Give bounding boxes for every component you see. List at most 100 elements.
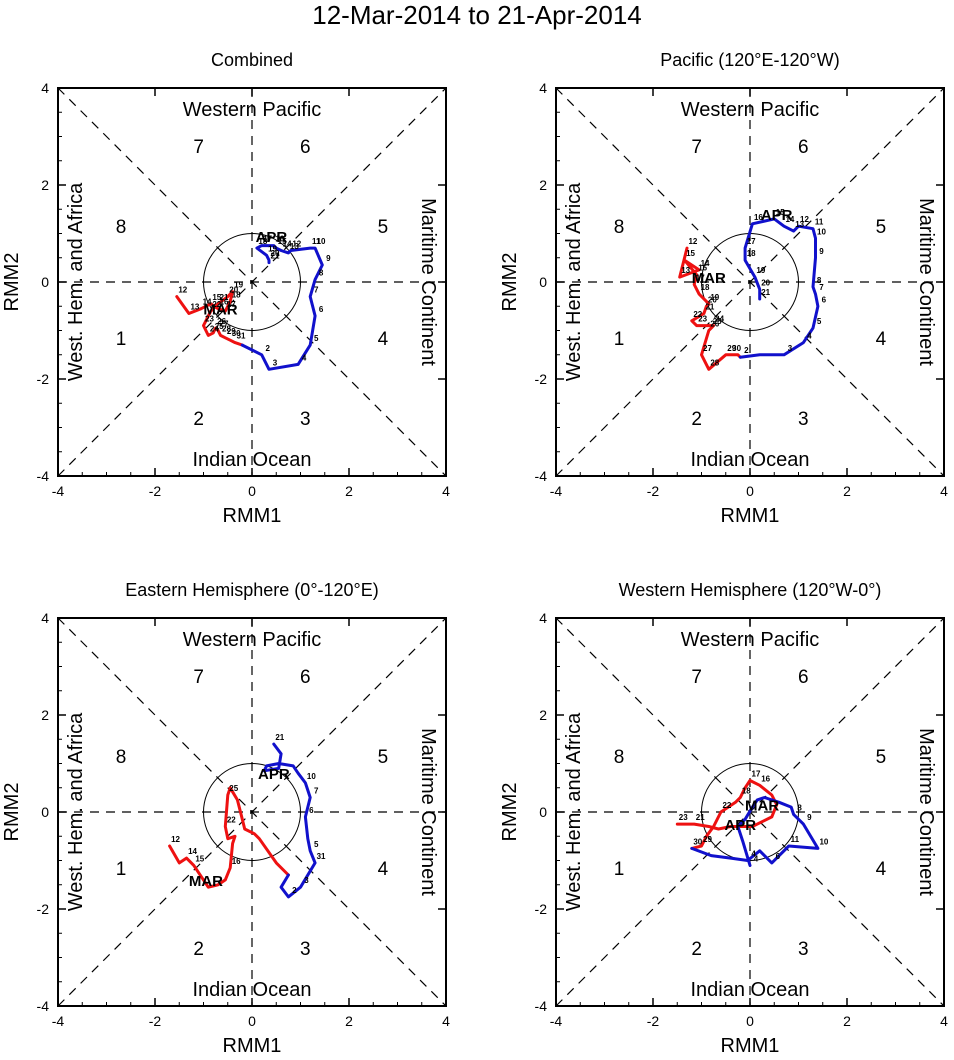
y-tick-label: -2 xyxy=(535,371,548,387)
day-label: 28 xyxy=(222,324,231,333)
y-tick-label: 4 xyxy=(41,80,49,96)
y-tick-label: 2 xyxy=(41,177,49,193)
phase-label-3: 3 xyxy=(798,939,809,960)
day-label: 15 xyxy=(686,249,695,258)
phase-label-4: 4 xyxy=(876,859,887,880)
x-tick-label: 0 xyxy=(248,483,256,499)
day-label: 16 xyxy=(754,213,763,222)
y-tick-label: 2 xyxy=(41,707,49,723)
month-label-march: MAR xyxy=(745,798,779,815)
day-label: 14 xyxy=(203,298,212,307)
day-label: 19 xyxy=(756,266,765,275)
day-label: 7 xyxy=(314,786,319,795)
day-label: 29 xyxy=(227,327,236,336)
day-label: 27 xyxy=(220,320,229,329)
phase-label-4: 4 xyxy=(378,859,389,880)
y-tick-label: -2 xyxy=(535,901,548,917)
x-axis-label: RMM1 xyxy=(721,1035,780,1057)
day-label: 17 xyxy=(227,300,236,309)
region-label-top: Western Pacific xyxy=(681,99,820,121)
phase-label-2: 2 xyxy=(691,409,702,430)
phase-label-7: 7 xyxy=(193,667,204,688)
phase-label-4: 4 xyxy=(378,329,389,350)
region-label-left: West. Hem. and Africa xyxy=(563,712,585,911)
day-label: 15 xyxy=(212,293,221,302)
day-label: 16 xyxy=(220,298,229,307)
day-label: 20 xyxy=(229,286,238,295)
phase-label-6: 6 xyxy=(300,137,311,158)
day-label: 15 xyxy=(195,854,204,863)
panel-title: Pacific (120°E-120°W) xyxy=(660,50,839,70)
series-line-april xyxy=(738,217,820,359)
y-tick-label: 2 xyxy=(539,707,547,723)
phase-label-2: 2 xyxy=(193,409,204,430)
region-label-right: Maritime Continent xyxy=(915,198,937,366)
day-label: 8 xyxy=(797,803,802,812)
day-label: 7 xyxy=(314,286,319,295)
day-label: 13 xyxy=(190,303,199,312)
y-axis-label: RMM2 xyxy=(1,783,23,842)
phase-label-8: 8 xyxy=(116,747,127,768)
month-label-april: APR xyxy=(256,229,288,246)
day-label: 21 xyxy=(271,252,280,261)
day-label: 14 xyxy=(188,847,197,856)
day-label: 10 xyxy=(307,772,316,781)
day-label: 13 xyxy=(795,220,804,229)
phase-label-8: 8 xyxy=(614,747,625,768)
day-label: 8 xyxy=(817,276,822,285)
series-line-march xyxy=(675,779,779,850)
phase-label-5: 5 xyxy=(378,217,389,238)
y-tick-label: -2 xyxy=(37,371,50,387)
day-label: 30 xyxy=(232,329,241,338)
phase-label-6: 6 xyxy=(798,137,809,158)
region-label-bottom: Indian Ocean xyxy=(193,979,312,1001)
day-label: 21 xyxy=(761,288,770,297)
region-label-bottom: Indian Ocean xyxy=(193,449,312,471)
day-label: 24 xyxy=(715,315,724,324)
day-label: 26 xyxy=(710,320,719,329)
day-label: 22 xyxy=(227,816,236,825)
day-label: 13 xyxy=(290,242,299,251)
series-line-march xyxy=(678,246,742,371)
panel-title: Western Hemisphere (120°W-0°) xyxy=(619,580,882,600)
region-label-top: Western Pacific xyxy=(681,629,820,651)
phase-label-7: 7 xyxy=(691,137,702,158)
day-label: 18 xyxy=(232,290,241,299)
day-label: 11 xyxy=(312,237,321,246)
day-label: 10 xyxy=(317,237,326,246)
day-label: 12 xyxy=(800,215,809,224)
y-tick-label: -4 xyxy=(535,998,548,1014)
day-label: 25 xyxy=(229,784,238,793)
region-label-left: West. Hem. and Africa xyxy=(65,712,87,911)
x-tick-label: -4 xyxy=(52,483,65,499)
y-axis-label: RMM2 xyxy=(1,253,23,312)
series-line-march xyxy=(175,290,244,347)
day-label: 12 xyxy=(292,239,301,248)
month-label-april: APR xyxy=(724,817,756,834)
unit-circle xyxy=(203,233,301,331)
phase-label-1: 1 xyxy=(614,859,625,880)
day-label: 31 xyxy=(237,332,246,341)
day-label: 21 xyxy=(220,293,229,302)
day-label: 17 xyxy=(263,235,272,244)
y-tick-label: -4 xyxy=(535,468,548,484)
month-label-march: MAR xyxy=(692,270,726,287)
phase-label-5: 5 xyxy=(378,747,389,768)
day-label: 16 xyxy=(275,235,284,244)
x-tick-label: 4 xyxy=(442,483,450,499)
day-label: 9 xyxy=(819,247,824,256)
day-label: 27 xyxy=(703,344,712,353)
y-tick-label: -4 xyxy=(37,468,50,484)
phase-label-5: 5 xyxy=(876,217,887,238)
day-label: 17 xyxy=(747,237,756,246)
phase-label-5: 5 xyxy=(876,747,887,768)
day-label: 20 xyxy=(708,295,717,304)
day-label: 2 xyxy=(744,346,749,355)
day-label: 15 xyxy=(278,237,287,246)
day-label: 4 xyxy=(302,353,307,362)
day-label: 5 xyxy=(314,840,319,849)
phase-label-7: 7 xyxy=(193,137,204,158)
day-label: 21 xyxy=(705,303,714,312)
day-label: 5 xyxy=(817,317,822,326)
